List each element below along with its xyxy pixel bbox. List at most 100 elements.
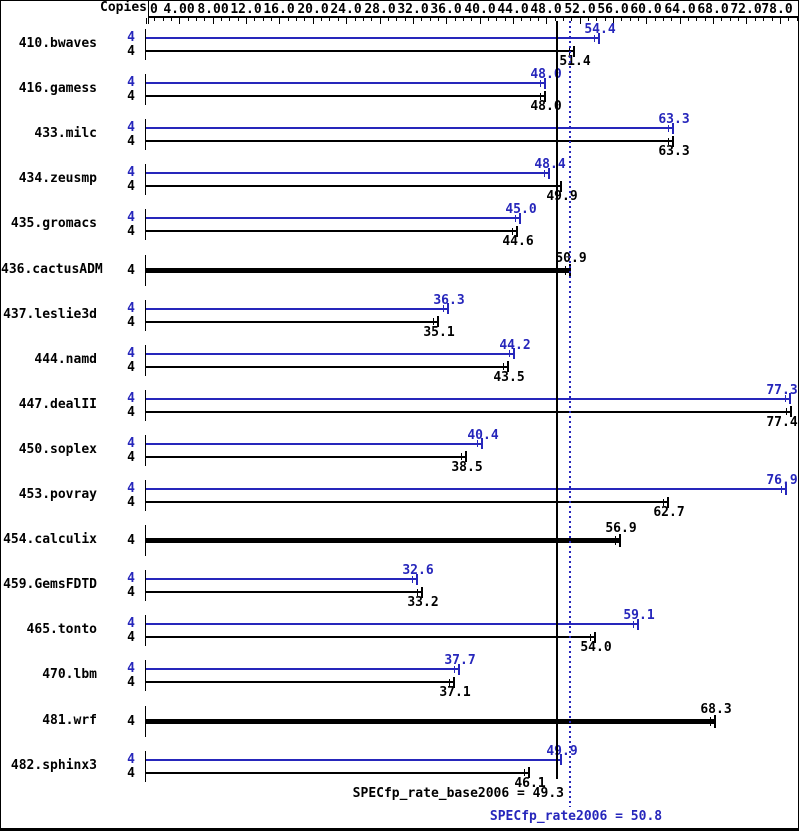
bar-end-tick	[412, 576, 413, 583]
bar-end-tick	[515, 215, 516, 222]
axis-minor-tick	[588, 18, 589, 21]
axis-separator	[148, 1, 149, 24]
copies-value-base: 4	[127, 179, 135, 194]
axis-ruler	[148, 16, 798, 18]
benchmark-label: 447.dealII	[18, 397, 97, 412]
group-axis-tick	[145, 255, 146, 286]
axis-minor-tick	[772, 18, 773, 21]
copies-value: 4	[127, 263, 135, 278]
group-axis-tick	[145, 74, 146, 105]
base-value-label: 49.9	[546, 189, 578, 204]
bar-end-cap	[481, 438, 483, 449]
peak-value-label: 76.9	[766, 473, 798, 488]
benchmark-label: 433.milc	[34, 126, 97, 141]
copies-value-peak: 4	[127, 210, 135, 225]
basepeak-bar	[146, 538, 621, 543]
benchmark-label: 444.namd	[34, 352, 97, 367]
base-value-label: 48.0	[530, 99, 562, 114]
base-bar	[146, 185, 562, 187]
axis-minor-tick	[505, 18, 506, 21]
peak-bar	[146, 759, 562, 761]
peak-bar	[146, 217, 521, 219]
axis-minor-tick	[271, 18, 272, 21]
base-value-label: 38.5	[451, 460, 483, 475]
axis-major-tick	[246, 18, 247, 24]
peak-value-label: 54.4	[584, 22, 616, 37]
group-axis-tick	[145, 164, 146, 195]
axis-tick-label: 32.0	[397, 2, 429, 17]
bar-end-tick	[512, 228, 513, 235]
axis-minor-tick	[688, 18, 689, 21]
base-bar	[146, 366, 509, 368]
axis-major-tick	[546, 18, 547, 24]
base-value-label: 46.1	[514, 776, 546, 791]
peak-value-label: 49.9	[546, 744, 578, 759]
axis-major-tick	[513, 18, 514, 24]
bar-end-cap	[560, 181, 562, 192]
benchmark-label: 465.tonto	[26, 622, 97, 637]
copies-value-peak: 4	[127, 30, 135, 45]
axis-major-tick	[780, 18, 781, 24]
base-bar	[146, 411, 792, 413]
bar-end-cap	[544, 78, 546, 89]
bar-end-cap	[516, 226, 518, 237]
copies-value-base: 4	[127, 224, 135, 239]
axis-minor-tick	[455, 18, 456, 21]
copies-value-peak: 4	[127, 391, 135, 406]
peak-value-label: 48.4	[534, 157, 566, 172]
axis-tick-label: 12.0	[230, 2, 262, 17]
axis-minor-tick	[638, 18, 639, 21]
copies-value: 4	[127, 533, 135, 548]
base-value-label: 44.6	[502, 234, 534, 249]
axis-minor-tick	[229, 18, 230, 21]
base-bar	[146, 681, 455, 683]
copies-value-peak: 4	[127, 616, 135, 631]
group-axis-tick	[145, 209, 146, 240]
axis-tick-label: 4.00	[163, 2, 195, 17]
axis-minor-tick	[755, 18, 756, 21]
bar-end-tick	[449, 679, 450, 686]
base-bar	[146, 95, 546, 97]
base-bar	[146, 772, 530, 774]
axis-minor-tick	[705, 18, 706, 21]
copies-value-base: 4	[127, 630, 135, 645]
axis-tick-label: 78.0	[761, 2, 793, 17]
bar-end-tick	[615, 536, 616, 545]
axis-tick-label: 16.0	[263, 2, 295, 17]
group-axis-tick	[145, 615, 146, 646]
bar-end-cap	[416, 574, 418, 585]
bar-end-tick	[544, 170, 545, 177]
axis-minor-tick	[730, 18, 731, 21]
copies-value-base: 4	[127, 450, 135, 465]
bar-end-tick	[524, 769, 525, 776]
benchmark-label: 470.lbm	[42, 667, 97, 682]
axis-major-tick	[746, 18, 747, 24]
bar-end-cap	[714, 715, 716, 728]
peak-value-label: 44.2	[499, 338, 531, 353]
base-value-label: 43.5	[493, 370, 525, 385]
bar-end-tick	[785, 395, 786, 402]
axis-minor-tick	[571, 18, 572, 21]
base-value-label: 51.4	[559, 54, 591, 69]
bar-end-cap	[544, 91, 546, 102]
axis-minor-tick	[797, 18, 798, 21]
axis-minor-tick	[238, 18, 239, 21]
group-axis-tick	[145, 706, 146, 737]
axis-minor-tick	[788, 18, 789, 21]
copies-value-peak: 4	[127, 752, 135, 767]
group-axis-tick	[145, 570, 146, 601]
basepeak-value-label: 50.9	[555, 251, 587, 266]
axis-tick-label: 64.0	[664, 2, 696, 17]
benchmark-label: 437.leslie3d	[3, 307, 97, 322]
bar-end-cap	[453, 677, 455, 688]
axis-minor-tick	[630, 18, 631, 21]
axis-major-tick	[413, 18, 414, 24]
axis-minor-tick	[171, 18, 172, 21]
copies-value-base: 4	[127, 360, 135, 375]
axis-minor-tick	[763, 18, 764, 21]
axis-minor-tick	[471, 18, 472, 21]
bar-end-tick	[540, 93, 541, 100]
bar-end-cap	[447, 303, 449, 314]
benchmark-label: 454.calculix	[3, 532, 97, 547]
axis-tick-label: 24.0	[330, 2, 362, 17]
